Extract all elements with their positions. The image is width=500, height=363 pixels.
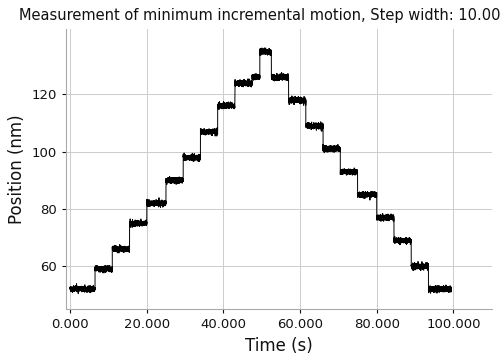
Title: Measurement of minimum incremental motion, Step width: 10.000 nm: Measurement of minimum incremental motio… (20, 8, 500, 23)
Y-axis label: Position (nm): Position (nm) (8, 114, 26, 224)
X-axis label: Time (s): Time (s) (245, 337, 313, 355)
